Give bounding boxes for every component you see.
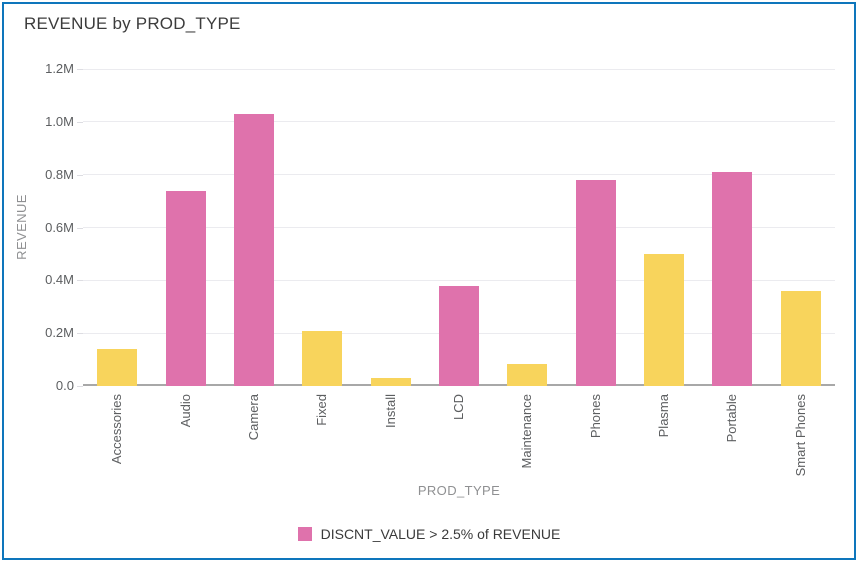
legend-swatch-icon <box>297 527 312 541</box>
bar-camera[interactable] <box>233 113 274 386</box>
bar-audio[interactable] <box>165 190 206 386</box>
y-tick-label: 1.0M <box>45 113 74 129</box>
gridline <box>83 279 835 281</box>
y-tick-mark <box>77 69 83 70</box>
legend: DISCNT_VALUE > 2.5% of REVENUE <box>4 526 854 542</box>
y-tick-mark <box>77 280 83 282</box>
y-tick-label: 0.2M <box>45 325 74 341</box>
bar-lcd[interactable] <box>439 285 479 386</box>
y-tick-label: 0.4M <box>45 272 74 288</box>
bar-accessories[interactable] <box>97 349 138 386</box>
legend-label: DISCNT_VALUE > 2.5% of REVENUE <box>320 526 561 542</box>
gridline <box>83 174 835 176</box>
bar-portable[interactable] <box>712 172 753 386</box>
bar-plasma[interactable] <box>644 253 685 386</box>
y-tick-label: 0.0 <box>55 378 74 393</box>
plot-area <box>83 68 835 386</box>
y-tick-label: 1.2M <box>45 61 74 76</box>
bar-fixed[interactable] <box>302 330 343 386</box>
bar-install[interactable] <box>370 378 411 386</box>
bar-maintenance[interactable] <box>507 363 548 386</box>
legend-item[interactable]: DISCNT_VALUE > 2.5% of REVENUE <box>297 526 561 542</box>
y-tick-label: 0.6M <box>45 219 74 235</box>
y-tick-mark <box>77 227 83 229</box>
x-axis-title: PROD_TYPE <box>417 483 501 498</box>
y-tick-label: 0.8M <box>45 166 74 182</box>
y-tick-mark <box>77 333 83 335</box>
y-tick-mark <box>77 386 83 387</box>
chart-title: REVENUE by PROD_TYPE <box>24 14 241 33</box>
y-axis-title: REVENUE <box>14 194 29 260</box>
y-tick-mark <box>77 121 83 123</box>
bar-smart-phones[interactable] <box>780 290 821 386</box>
bar-phones[interactable] <box>575 179 616 386</box>
chart-widget: REVENUE by PROD_TYPE 0.0 0.2M 0.4M 0.6M 0.8M… <box>2 2 856 560</box>
gridline <box>83 227 835 228</box>
gridline <box>83 68 835 70</box>
y-tick-mark <box>77 174 83 176</box>
gridline <box>83 121 835 123</box>
